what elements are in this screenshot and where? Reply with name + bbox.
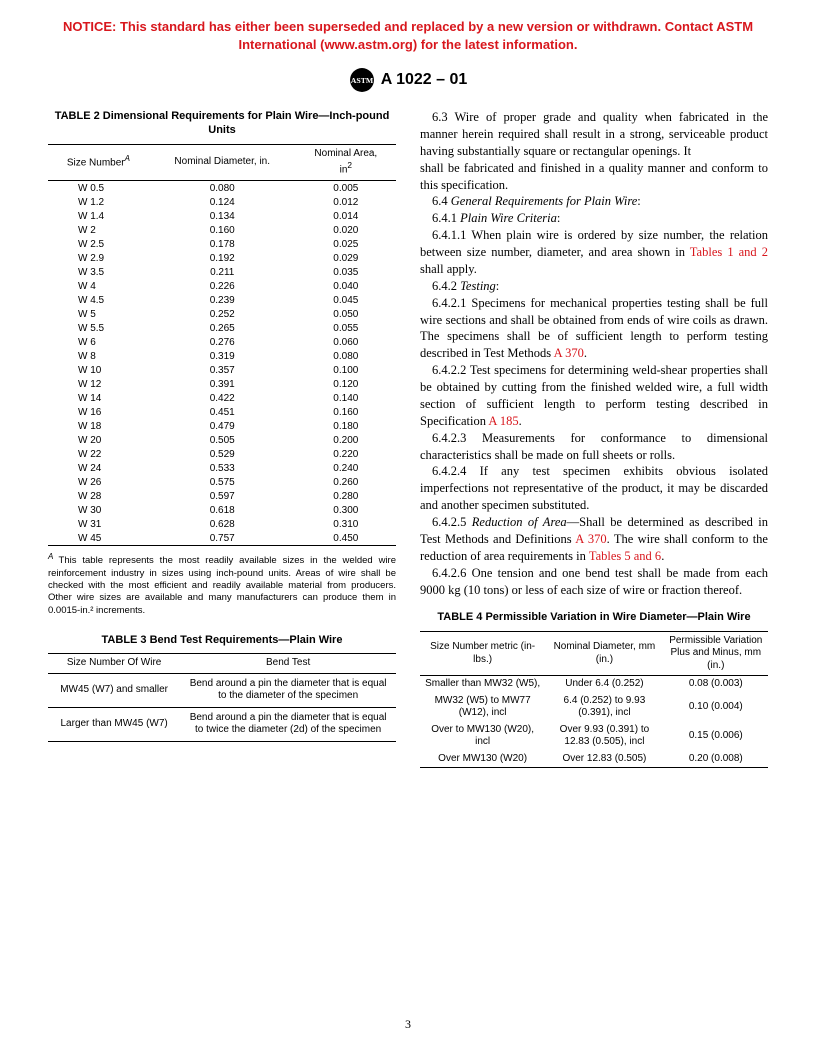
table-row: W 450.7570.450 [48,531,396,546]
para-6-3-end: shall be fabricated and finished in a qu… [420,160,768,194]
t2-col2: Nominal Diameter, in. [149,144,296,180]
table-row: Over MW130 (W20)Over 12.83 (0.505)0.20 (… [420,751,768,768]
para-6-4-2-2: 6.4.2.2 Test specimens for determining w… [420,362,768,430]
table-row: W 60.2760.060 [48,335,396,349]
table-2-footnote: A This table represents the most readily… [48,552,396,617]
astm-logo-icon: ASTM [349,67,375,93]
t2-col3: Nominal Area,in2 [296,144,396,180]
para-6-4-1: 6.4.1 Plain Wire Criteria: [420,210,768,227]
table-3-title: TABLE 3 Bend Test Requirements—Plain Wir… [48,633,396,647]
svg-text:ASTM: ASTM [350,76,373,85]
t4-col3: Permissible Variation Plus and Minus, mm… [664,631,768,676]
table-row: W 40.2260.040 [48,279,396,293]
para-6-3-start: 6.3 Wire of proper grade and quality whe… [420,109,768,160]
table-2-title: TABLE 2 Dimensional Requirements for Pla… [48,109,396,138]
table-row: MW32 (W5) to MW77 (W12), incl6.4 (0.252)… [420,693,768,722]
document-header: ASTM A 1022 – 01 [48,67,768,93]
table-row: W 300.6180.300 [48,503,396,517]
table-row: W 180.4790.180 [48,419,396,433]
document-id: A 1022 – 01 [381,71,468,89]
para-6-4: 6.4 General Requirements for Plain Wire: [420,193,768,210]
table-row: Smaller than MW32 (W5),Under 6.4 (0.252)… [420,676,768,693]
t4-col1: Size Number metric (in-lbs.) [420,631,545,676]
table-row: W 140.4220.140 [48,391,396,405]
table-row: W 100.3570.100 [48,363,396,377]
table-row: W 160.4510.160 [48,405,396,419]
table-row: W 2.50.1780.025 [48,237,396,251]
table-row: W 1.20.1240.012 [48,195,396,209]
tables-5-6-link[interactable]: Tables 5 and 6 [589,549,661,563]
table-3-block: TABLE 3 Bend Test Requirements—Plain Wir… [48,633,396,742]
table-row: W 20.1600.020 [48,223,396,237]
table-row: MW45 (W7) and smallerBend around a pin t… [48,673,396,707]
table-row: W 200.5050.200 [48,433,396,447]
table-row: W 220.5290.220 [48,447,396,461]
a370-link-1[interactable]: A 370 [554,346,584,360]
table-row: Over to MW130 (W20), inclOver 9.93 (0.39… [420,722,768,751]
para-6-4-2-6: 6.4.2.6 One tension and one bend test sh… [420,565,768,599]
table-row: W 280.5970.280 [48,489,396,503]
table-row: W 0.50.0800.005 [48,181,396,196]
a370-link-2[interactable]: A 370 [575,532,606,546]
table-row: W 260.5750.260 [48,475,396,489]
table-row: W 120.3910.120 [48,377,396,391]
notice-banner: NOTICE: This standard has either been su… [58,18,758,53]
table-row: W 4.50.2390.045 [48,293,396,307]
page-number: 3 [0,1017,816,1032]
table-4-title: TABLE 4 Permissible Variation in Wire Di… [420,610,768,624]
table-row: W 2.90.1920.029 [48,251,396,265]
para-6-4-2: 6.4.2 Testing: [420,278,768,295]
table-4-block: TABLE 4 Permissible Variation in Wire Di… [420,610,768,768]
table-row: W 50.2520.050 [48,307,396,321]
table-3: Size Number Of Wire Bend Test MW45 (W7) … [48,653,396,742]
para-6-4-2-1: 6.4.2.1 Specimens for mechanical propert… [420,295,768,363]
table-row: W 80.3190.080 [48,349,396,363]
table-4: Size Number metric (in-lbs.) Nominal Dia… [420,631,768,769]
para-6-4-2-5: 6.4.2.5 Reduction of Area—Shall be deter… [420,514,768,565]
table-2: Size NumberA Nominal Diameter, in. Nomin… [48,144,396,546]
a185-link[interactable]: A 185 [488,414,518,428]
t4-col2: Nominal Diameter, mm (in.) [545,631,663,676]
para-6-4-2-3: 6.4.2.3 Measurements for conformance to … [420,430,768,464]
table-row: W 5.50.2650.055 [48,321,396,335]
table-row: Larger than MW45 (W7)Bend around a pin t… [48,707,396,741]
table-row: W 1.40.1340.014 [48,209,396,223]
t2-col1: Size NumberA [48,144,149,180]
para-6-4-2-4: 6.4.2.4 If any test specimen exhibits ob… [420,463,768,514]
table-2-block: TABLE 2 Dimensional Requirements for Pla… [48,109,396,617]
table-row: W 310.6280.310 [48,517,396,531]
table-row: W 240.5330.240 [48,461,396,475]
t3-col2: Bend Test [180,654,396,674]
tables-1-2-link[interactable]: Tables 1 and 2 [690,245,768,259]
table-row: W 3.50.2110.035 [48,265,396,279]
t3-col1: Size Number Of Wire [48,654,180,674]
para-6-4-1-1: 6.4.1.1 When plain wire is ordered by si… [420,227,768,278]
